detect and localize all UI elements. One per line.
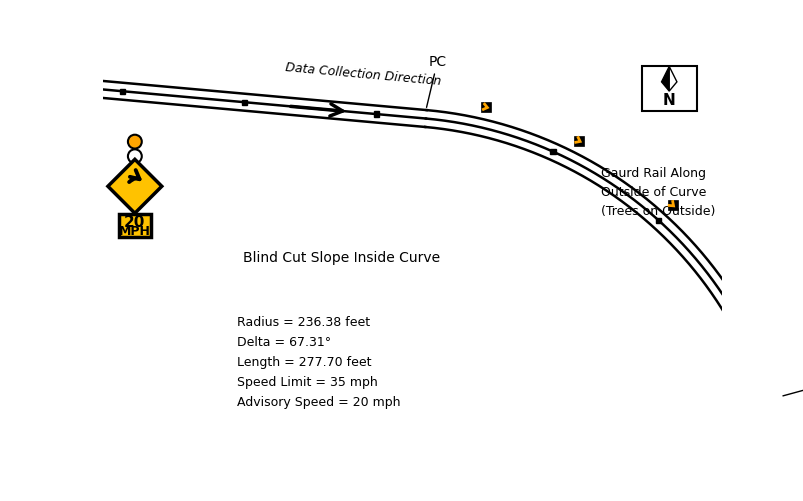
Bar	[573, 137, 584, 147]
Text: Blind Cut Slope Inside Curve: Blind Cut Slope Inside Curve	[243, 250, 439, 265]
Text: MPH: MPH	[119, 224, 151, 237]
Bar	[655, 218, 661, 224]
Text: PC: PC	[426, 56, 446, 108]
Bar	[373, 112, 379, 118]
Bar	[667, 201, 677, 211]
Bar	[242, 100, 247, 106]
Polygon shape	[668, 67, 676, 92]
Text: N: N	[662, 93, 675, 108]
Circle shape	[128, 135, 141, 149]
Text: 20: 20	[124, 214, 145, 229]
Bar	[549, 149, 555, 155]
Bar	[120, 89, 125, 95]
Text: Data Collection Direction: Data Collection Direction	[284, 61, 441, 88]
Bar	[641, 67, 696, 112]
Bar	[119, 214, 151, 237]
Text: PT: PT	[782, 378, 803, 396]
Text: Gaurd Rail Along
Outside of Curve
(Trees on Outside): Gaurd Rail Along Outside of Curve (Trees…	[601, 167, 715, 218]
Polygon shape	[661, 67, 668, 92]
Bar	[732, 275, 742, 285]
Polygon shape	[108, 160, 161, 214]
Bar	[481, 103, 491, 113]
Text: Radius = 236.38 feet
Delta = 67.31°
Length = 277.70 feet
Speed Limit = 35 mph
Ad: Radius = 236.38 feet Delta = 67.31° Leng…	[237, 315, 400, 408]
Circle shape	[128, 150, 141, 164]
